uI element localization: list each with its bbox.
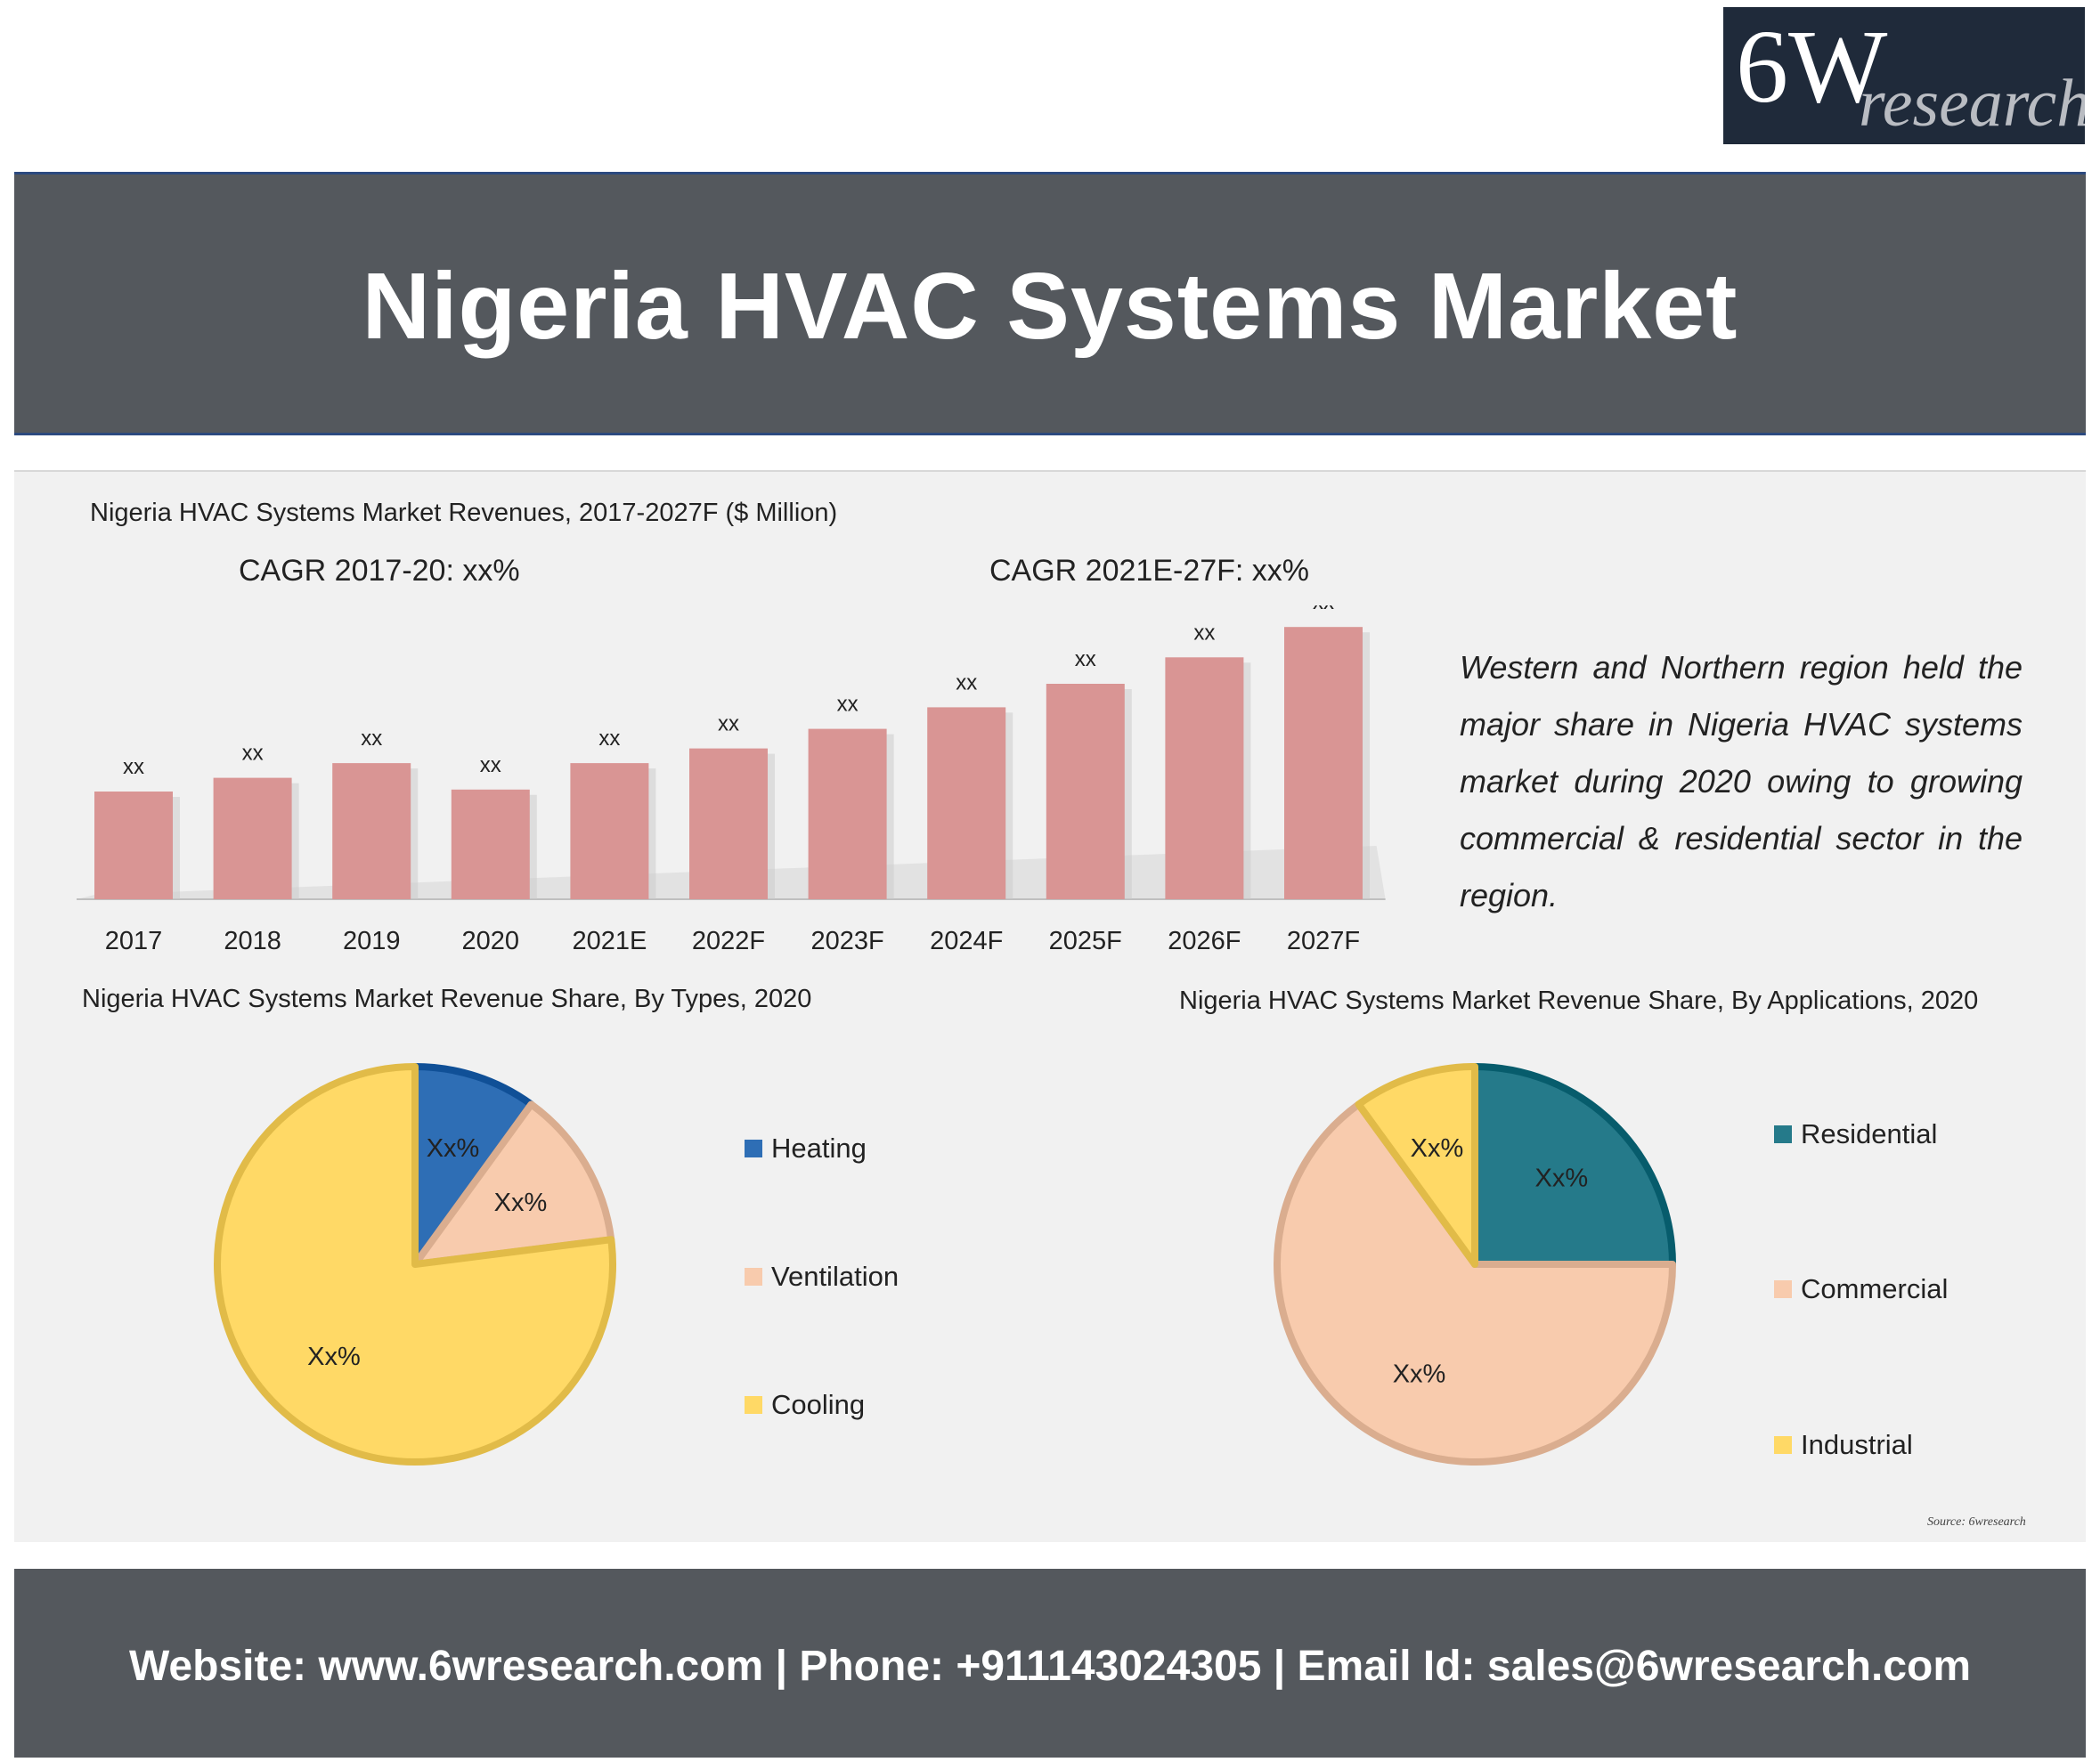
legend-cooling-label: Cooling	[771, 1389, 866, 1420]
pie-data-label: Xx%	[1393, 1360, 1446, 1389]
pie-data-label: Xx%	[494, 1189, 548, 1217]
bar-data-label: xx	[837, 693, 859, 717]
pie-data-label: Xx%	[1535, 1165, 1589, 1193]
legend-residential: Residential	[1774, 1118, 1937, 1150]
bar-data-label: xx	[123, 755, 144, 779]
x-tick-label: 2017	[105, 927, 163, 955]
applications-pie-chart: Xx% Xx% Xx%	[1274, 1063, 1676, 1466]
types-pie-title: Nigeria HVAC Systems Market Revenue Shar…	[82, 985, 812, 1013]
bar-2026F	[1165, 657, 1244, 899]
bar-data-label: xx	[1313, 605, 1334, 614]
bar-data-label: xx	[1075, 647, 1096, 671]
bar-2018	[213, 777, 292, 899]
bar-data-label: xx	[242, 742, 264, 766]
legend-cooling-swatch	[745, 1396, 762, 1414]
legend-commercial-swatch	[1774, 1280, 1792, 1298]
pie-slice-industrial	[1355, 1063, 1478, 1268]
bar-2022F	[689, 748, 768, 899]
bar-data-label: xx	[1193, 621, 1215, 645]
x-tick-label: 2018	[224, 927, 281, 955]
bar-chart-title: Nigeria HVAC Systems Market Revenues, 20…	[90, 499, 838, 527]
pie-slice-cooling	[214, 1063, 616, 1466]
cagr-historic: CAGR 2017-20: xx%	[239, 554, 520, 588]
bar-data-label: xx	[718, 712, 739, 736]
x-tick-label: 2022F	[692, 927, 765, 955]
legend-commercial: Commercial	[1774, 1273, 1948, 1305]
pie-data-label: Xx%	[307, 1343, 361, 1371]
title-banner: Nigeria HVAC Systems Market	[14, 172, 2086, 435]
bar-chart: xx 2017 xx 2018 xx 2019 xx 2020 xx 2021E xx 2022F xx…	[77, 605, 1386, 955]
x-tick-label: 2025F	[1049, 927, 1122, 955]
bar-2023F	[808, 728, 887, 899]
bar-data-label: xx	[480, 753, 501, 777]
legend-residential-swatch	[1774, 1125, 1792, 1143]
contact-info: Website: www.6wresearch.com | Phone: +91…	[128, 1643, 1972, 1690]
legend-industrial: Industrial	[1774, 1429, 1913, 1461]
cagr-forecast: CAGR 2021E-27F: xx%	[989, 554, 1310, 588]
legend-industrial-label: Industrial	[1801, 1429, 1913, 1460]
company-logo: 6W research	[1723, 7, 2085, 144]
bar-2021E	[570, 763, 649, 899]
legend-residential-label: Residential	[1801, 1118, 1938, 1149]
x-tick-label: 2023F	[810, 927, 883, 955]
x-tick-label: 2021E	[572, 927, 647, 955]
x-tick-label: 2020	[462, 927, 520, 955]
legend-commercial-label: Commercial	[1801, 1273, 1949, 1304]
legend-industrial-swatch	[1774, 1436, 1792, 1454]
pie-slice-heating	[411, 1063, 535, 1268]
bar-2024F	[927, 707, 1006, 899]
bar-2020	[451, 789, 530, 899]
legend-ventilation: Ventilation	[745, 1261, 899, 1293]
pie-data-label: Xx%	[427, 1134, 480, 1163]
bar-2017	[94, 792, 173, 899]
x-tick-label: 2026F	[1168, 927, 1241, 955]
pie-data-label: Xx%	[1411, 1134, 1464, 1163]
legend-ventilation-swatch	[745, 1268, 762, 1286]
x-tick-label: 2027F	[1287, 927, 1360, 955]
pie-slice-residential	[1471, 1063, 1676, 1268]
bar-data-label: xx	[361, 727, 382, 751]
legend-ventilation-label: Ventilation	[771, 1261, 899, 1292]
logo-sub-text: research	[1859, 66, 2085, 141]
pie-slice-commercial	[1274, 1100, 1676, 1466]
chart-panel: Nigeria HVAC Systems Market Revenues, 20…	[14, 470, 2086, 1542]
pie-slice-ventilation	[411, 1100, 615, 1268]
source-note: Source: 6wresearch	[1927, 1515, 2026, 1529]
market-insight-note: Western and Northern region held the maj…	[1460, 649, 2023, 913]
types-pie-chart: Xx% Xx% Xx%	[214, 1063, 616, 1466]
bar-2019	[332, 763, 411, 899]
legend-cooling: Cooling	[745, 1389, 865, 1421]
contact-footer: Website: www.6wresearch.com | Phone: +91…	[14, 1569, 2086, 1758]
bar-2025F	[1046, 684, 1125, 899]
applications-pie-title: Nigeria HVAC Systems Market Revenue Shar…	[1179, 987, 1979, 1015]
x-tick-label: 2024F	[930, 927, 1003, 955]
bar-2027F	[1284, 627, 1363, 899]
legend-heating: Heating	[745, 1133, 867, 1165]
x-tick-label: 2019	[343, 927, 401, 955]
page-title: Nigeria HVAC Systems Market	[362, 254, 1738, 359]
bar-data-label: xx	[598, 727, 620, 751]
logo-main-text: 6W	[1736, 8, 1888, 125]
legend-heating-swatch	[745, 1140, 762, 1157]
legend-heating-label: Heating	[771, 1133, 867, 1164]
bar-data-label: xx	[956, 670, 977, 694]
